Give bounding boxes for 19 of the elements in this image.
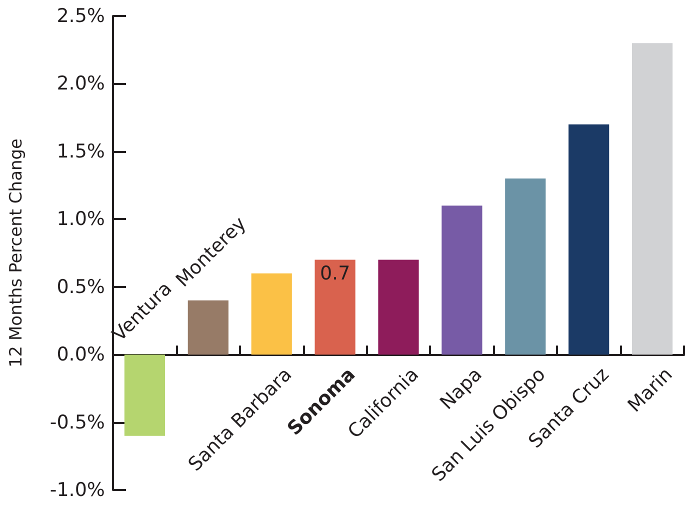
- y-tick-label: -0.5%: [50, 411, 105, 434]
- bar: [505, 178, 546, 355]
- y-tick-label: 1.5%: [56, 140, 105, 162]
- bar: [188, 300, 228, 355]
- bar: [568, 124, 610, 355]
- y-axis-title: 12 Months Percent Change: [6, 138, 26, 368]
- y-tick-label: 1.0%: [56, 208, 105, 230]
- y-tick-label: -1.0%: [50, 479, 105, 501]
- y-tick-label: 2.5%: [56, 5, 105, 27]
- bar: [251, 273, 292, 355]
- bar: [378, 260, 419, 355]
- bar: [632, 43, 673, 355]
- bar: [124, 354, 166, 436]
- y-tick-label: 0.5%: [56, 276, 105, 298]
- bar: [442, 206, 482, 355]
- y-tick-label: 0.0%: [56, 344, 105, 366]
- data-label: 0.7: [320, 262, 350, 284]
- y-tick-label: 2.0%: [56, 72, 105, 95]
- bar: [314, 260, 356, 355]
